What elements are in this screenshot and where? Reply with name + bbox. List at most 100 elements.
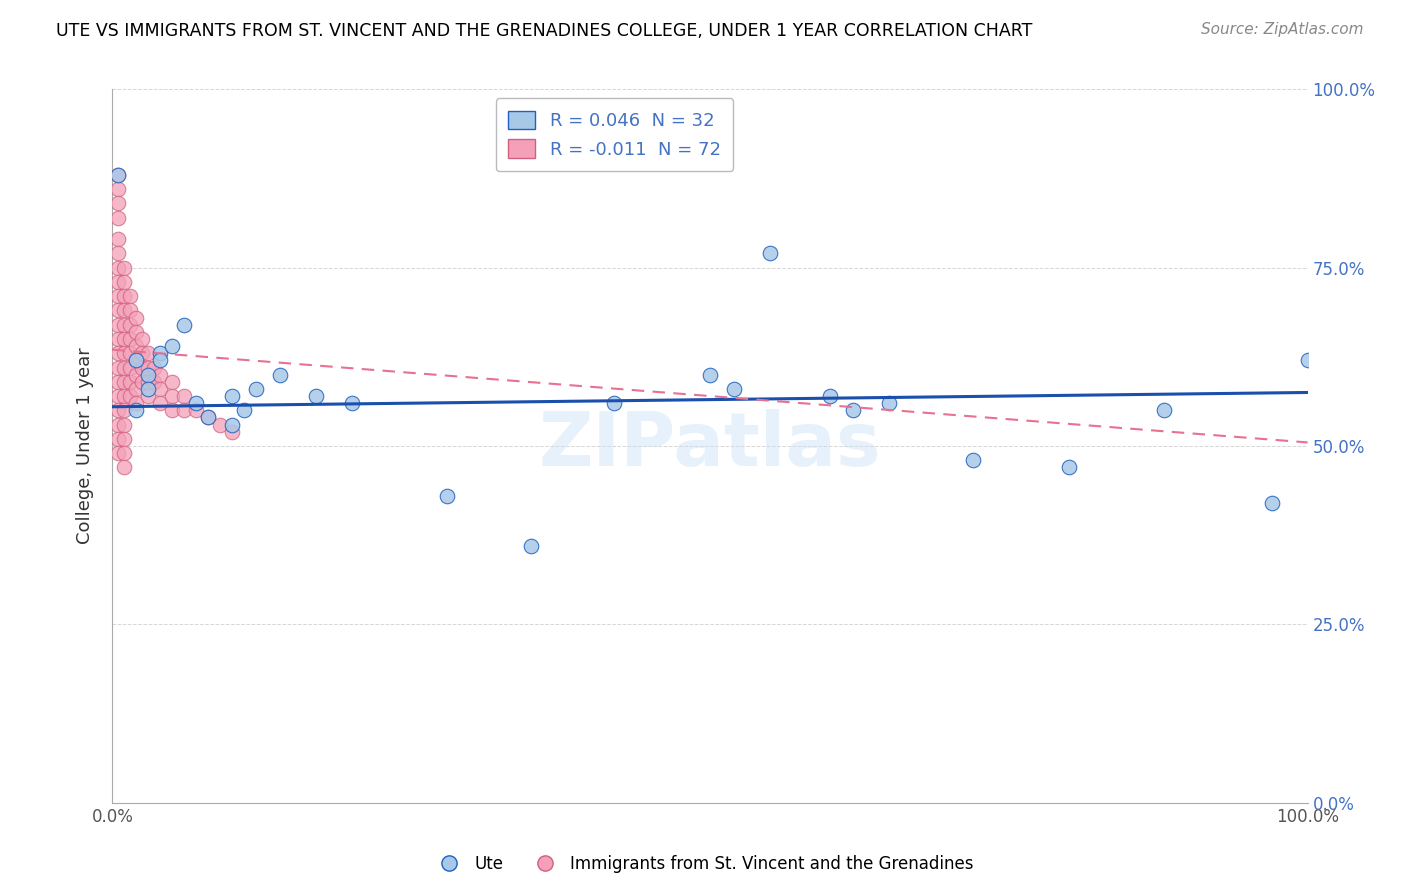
Point	[107, 196, 129, 211]
Point	[879, 396, 901, 410]
Point	[125, 310, 148, 325]
Point	[107, 182, 129, 196]
Point	[107, 318, 129, 332]
Point	[131, 332, 153, 346]
Point	[107, 303, 129, 318]
Point	[221, 417, 243, 432]
Point	[173, 389, 195, 403]
Legend: Ute, Immigrants from St. Vincent and the Grenadines: Ute, Immigrants from St. Vincent and the…	[426, 848, 980, 880]
Point	[107, 432, 129, 446]
Point	[120, 289, 142, 303]
Text: UTE VS IMMIGRANTS FROM ST. VINCENT AND THE GRENADINES COLLEGE, UNDER 1 YEAR CORR: UTE VS IMMIGRANTS FROM ST. VINCENT AND T…	[56, 22, 1032, 40]
Point	[120, 360, 142, 375]
Point	[162, 403, 183, 417]
Point	[209, 417, 232, 432]
Point	[131, 346, 153, 360]
Point	[107, 168, 129, 182]
Point	[1057, 460, 1080, 475]
Point	[107, 168, 129, 182]
Point	[138, 368, 160, 382]
Point	[173, 403, 195, 417]
Point	[107, 446, 129, 460]
Point	[131, 375, 153, 389]
Point	[120, 346, 142, 360]
Point	[120, 332, 142, 346]
Point	[114, 303, 135, 318]
Point	[114, 417, 135, 432]
Point	[125, 339, 148, 353]
Point	[107, 232, 129, 246]
Point	[699, 368, 721, 382]
Point	[221, 389, 243, 403]
Point	[197, 410, 219, 425]
Point	[114, 318, 135, 332]
Point	[120, 318, 142, 332]
Point	[120, 375, 142, 389]
Point	[149, 346, 172, 360]
Y-axis label: College, Under 1 year: College, Under 1 year	[76, 348, 94, 544]
Point	[1153, 403, 1175, 417]
Point	[962, 453, 984, 467]
Point	[1296, 353, 1319, 368]
Point	[138, 346, 160, 360]
Point	[107, 375, 129, 389]
Point	[138, 375, 160, 389]
Point	[107, 211, 129, 225]
Point	[114, 289, 135, 303]
Point	[818, 389, 841, 403]
Point	[173, 318, 195, 332]
Point	[114, 375, 135, 389]
Point	[114, 460, 135, 475]
Point	[1261, 496, 1284, 510]
Point	[245, 382, 267, 396]
Point	[149, 382, 172, 396]
Point	[143, 375, 166, 389]
Point	[340, 396, 363, 410]
Point	[186, 396, 208, 410]
Point	[759, 246, 782, 260]
Point	[125, 325, 148, 339]
Point	[520, 539, 543, 553]
Point	[114, 446, 135, 460]
Point	[138, 360, 160, 375]
Point	[125, 353, 148, 368]
Point	[107, 275, 129, 289]
Point	[233, 403, 256, 417]
Point	[107, 346, 129, 360]
Point	[603, 396, 626, 410]
Point	[114, 403, 135, 417]
Point	[125, 396, 148, 410]
Point	[143, 360, 166, 375]
Point	[107, 360, 129, 375]
Point	[723, 382, 745, 396]
Point	[120, 389, 142, 403]
Point	[162, 375, 183, 389]
Point	[197, 410, 219, 425]
Point	[162, 339, 183, 353]
Point	[186, 403, 208, 417]
Point	[114, 346, 135, 360]
Point	[107, 403, 129, 417]
Point	[107, 246, 129, 260]
Point	[131, 360, 153, 375]
Point	[114, 360, 135, 375]
Point	[138, 389, 160, 403]
Point	[149, 368, 172, 382]
Point	[107, 289, 129, 303]
Point	[149, 396, 172, 410]
Point	[125, 368, 148, 382]
Point	[436, 489, 458, 503]
Text: ZIPatlas: ZIPatlas	[538, 409, 882, 483]
Point	[125, 382, 148, 396]
Point	[114, 432, 135, 446]
Point	[842, 403, 865, 417]
Point	[149, 353, 172, 368]
Point	[125, 353, 148, 368]
Point	[305, 389, 328, 403]
Point	[125, 403, 148, 417]
Point	[221, 425, 243, 439]
Legend: R = 0.046  N = 32, R = -0.011  N = 72: R = 0.046 N = 32, R = -0.011 N = 72	[495, 98, 734, 171]
Point	[120, 303, 142, 318]
Point	[107, 260, 129, 275]
Point	[138, 382, 160, 396]
